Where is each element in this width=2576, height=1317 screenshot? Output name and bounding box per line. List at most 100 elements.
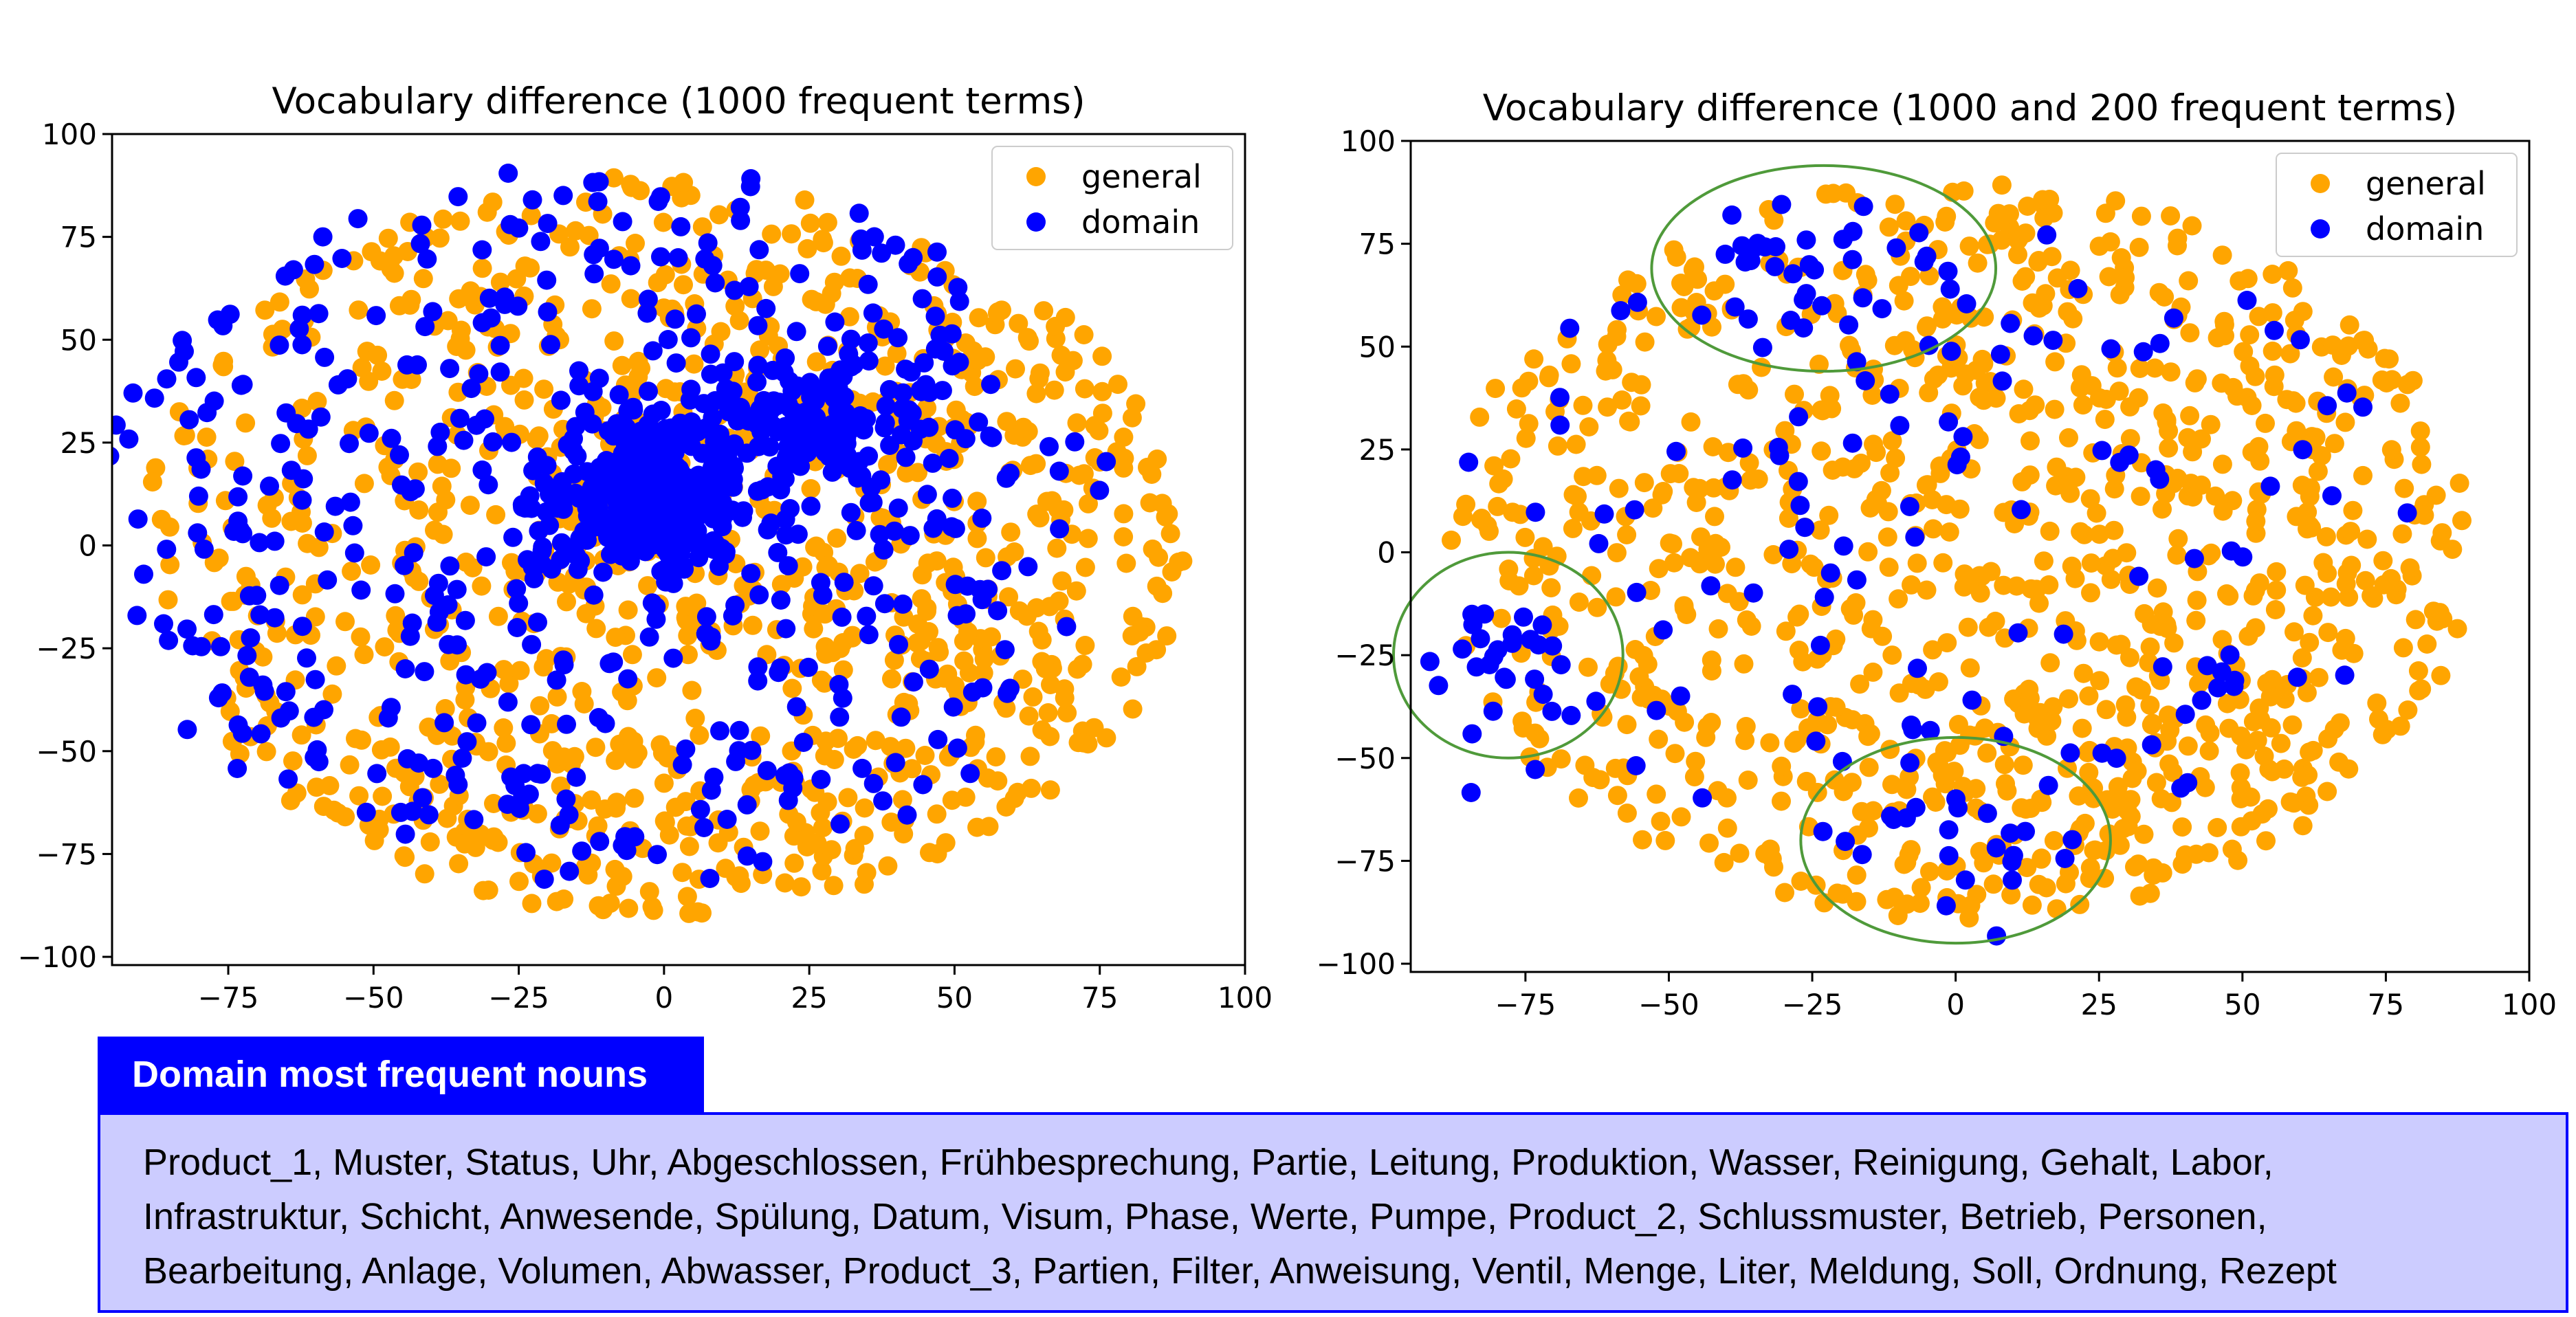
point-domain (775, 469, 795, 489)
point-general (588, 816, 608, 836)
point-domain (528, 612, 547, 632)
point-general (1894, 291, 1914, 311)
point-general (1073, 733, 1093, 753)
point-general (2282, 715, 2302, 735)
point-domain (378, 708, 398, 728)
point-domain (897, 805, 917, 825)
point-general (1634, 473, 1654, 493)
point-domain (687, 529, 707, 548)
point-general (918, 553, 938, 573)
point-general (1791, 872, 1811, 891)
point-general (2362, 586, 2381, 606)
point-domain (947, 738, 967, 758)
point-general (1609, 478, 1629, 498)
point-domain (522, 190, 542, 210)
point-general (2223, 377, 2243, 397)
point-domain (112, 446, 120, 466)
point-general (2115, 267, 2135, 287)
point-general (430, 774, 450, 794)
point-general (973, 663, 993, 683)
point-general (2205, 486, 2225, 506)
y-tick-label: 100 (1341, 124, 1396, 158)
point-domain (309, 752, 329, 772)
point-domain (1896, 808, 1916, 828)
point-domain (1905, 527, 1925, 547)
point-domain (2171, 778, 2191, 798)
point-general (1519, 371, 1539, 391)
point-domain (203, 605, 223, 625)
point-domain (343, 516, 363, 535)
point-general (1617, 525, 1637, 544)
point-general (2267, 562, 2287, 582)
x-tick-label: −75 (198, 981, 259, 1015)
point-domain (490, 362, 510, 382)
point-domain (1725, 297, 1745, 317)
point-domain (2208, 678, 2228, 698)
point-domain (112, 517, 113, 522)
point-general (997, 412, 1017, 432)
point-general (373, 786, 393, 806)
point-domain (1000, 678, 1020, 698)
point-domain (567, 446, 587, 466)
point-domain (318, 570, 338, 590)
point-domain (472, 460, 492, 480)
point-general (2040, 653, 2060, 673)
point-general (709, 205, 729, 225)
point-general (378, 228, 398, 248)
point-domain (832, 607, 852, 627)
highlight-ellipse (1391, 551, 1625, 760)
point-general (2274, 759, 2294, 779)
point-general (1866, 489, 1886, 509)
point-general (1067, 413, 1087, 433)
point-domain (523, 461, 543, 480)
point-domain (672, 755, 692, 775)
point-domain (2233, 547, 2253, 567)
point-domain (807, 411, 827, 431)
point-domain (2012, 500, 2031, 520)
point-domain (666, 490, 686, 510)
point-domain (265, 531, 285, 551)
point-general (1703, 437, 1723, 456)
point-domain (972, 508, 992, 528)
point-general (372, 362, 392, 381)
point-general (2029, 874, 2049, 894)
point-general (313, 797, 333, 817)
point-general (1567, 487, 1587, 507)
point-domain (1810, 635, 1830, 655)
point-domain (1532, 615, 1552, 635)
point-domain (850, 406, 870, 425)
point-domain (1471, 629, 1490, 649)
point-domain (144, 388, 164, 408)
point-domain (593, 562, 613, 582)
point-domain (885, 521, 904, 541)
point-general (613, 867, 632, 887)
point-general (1034, 301, 1054, 321)
point-general (280, 790, 300, 810)
point-domain (1919, 335, 1939, 355)
point-domain (1722, 205, 1742, 225)
point-domain (305, 669, 325, 689)
point-general (2406, 610, 2425, 630)
point-general (1603, 359, 1622, 379)
point-general (142, 472, 162, 492)
point-domain (928, 729, 948, 749)
point-domain (359, 423, 379, 443)
point-domain (588, 708, 608, 727)
point-domain (1794, 318, 1814, 338)
point-domain (275, 266, 295, 286)
point-general (530, 696, 550, 716)
point-general (455, 690, 475, 710)
point-general (762, 224, 782, 244)
point-domain (507, 618, 527, 637)
chart-1-points (112, 164, 1193, 923)
point-general (1114, 458, 1134, 478)
point-general (672, 863, 692, 883)
point-domain (1917, 246, 1937, 266)
point-domain (448, 187, 468, 207)
point-general (1820, 386, 1840, 406)
point-general (1889, 276, 1908, 296)
point-general (1114, 428, 1134, 447)
point-domain (498, 164, 518, 183)
point-domain (298, 419, 318, 439)
point-general (1162, 562, 1182, 582)
